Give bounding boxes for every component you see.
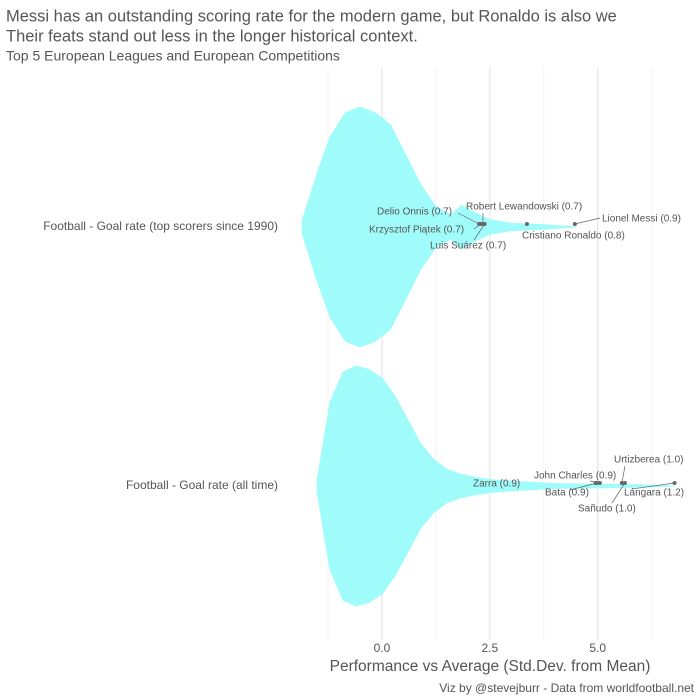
- chart-title: Their feats stand out less in the longer…: [6, 27, 418, 45]
- violin: [316, 365, 676, 607]
- leader-line: [621, 465, 626, 484]
- point-label: Delio Onnis (0.7): [377, 207, 452, 218]
- point-label: Cristiano Ronaldo (0.8): [522, 231, 625, 242]
- leader-line: [631, 482, 675, 490]
- leader-line: [457, 212, 480, 225]
- point: [672, 481, 677, 485]
- x-tick-label: 0.0: [374, 641, 391, 655]
- point-label: Zarra (0.9): [473, 479, 520, 490]
- point: [524, 222, 529, 226]
- y-tick-label: Football - Goal rate (top scorers since …: [43, 219, 278, 233]
- violin: [301, 106, 577, 348]
- point: [594, 481, 599, 485]
- leader-line: [569, 482, 597, 491]
- point-label: Lángara (1.2): [624, 488, 684, 499]
- point-label: Sañudo (1.0): [578, 504, 636, 515]
- caption: Viz by @stevejburr - Data from worldfoot…: [439, 681, 694, 695]
- point: [597, 481, 602, 485]
- x-tick-label: 5.0: [589, 641, 606, 655]
- point-label: Lionel Messi (0.9): [602, 214, 681, 225]
- leader-line: [473, 223, 485, 241]
- point-label: Urtizberea (1.0): [614, 455, 683, 466]
- point-label: Robert Lewandowski (0.7): [466, 202, 582, 213]
- point: [482, 222, 487, 226]
- chart-title: Messi has an outstanding scoring rate fo…: [6, 7, 617, 25]
- point: [622, 481, 627, 485]
- point-label: Bata (0.9): [545, 488, 589, 499]
- x-axis-label: Performance vs Average (Std.Dev. from Me…: [330, 658, 651, 675]
- point-label: Krzysztof Piątek (0.7): [369, 225, 464, 236]
- leader-line: [574, 217, 601, 225]
- x-tick-label: 2.5: [481, 641, 498, 655]
- chart-subtitle: Top 5 European Leagues and European Comp…: [6, 48, 340, 64]
- point: [478, 222, 483, 226]
- y-tick-label: Football - Goal rate (all time): [126, 478, 278, 492]
- point: [572, 222, 577, 226]
- point-label: Luis Suárez (0.7): [430, 241, 506, 252]
- leader-line: [611, 482, 626, 504]
- point: [619, 481, 624, 485]
- point-label: John Charles (0.9): [534, 471, 616, 482]
